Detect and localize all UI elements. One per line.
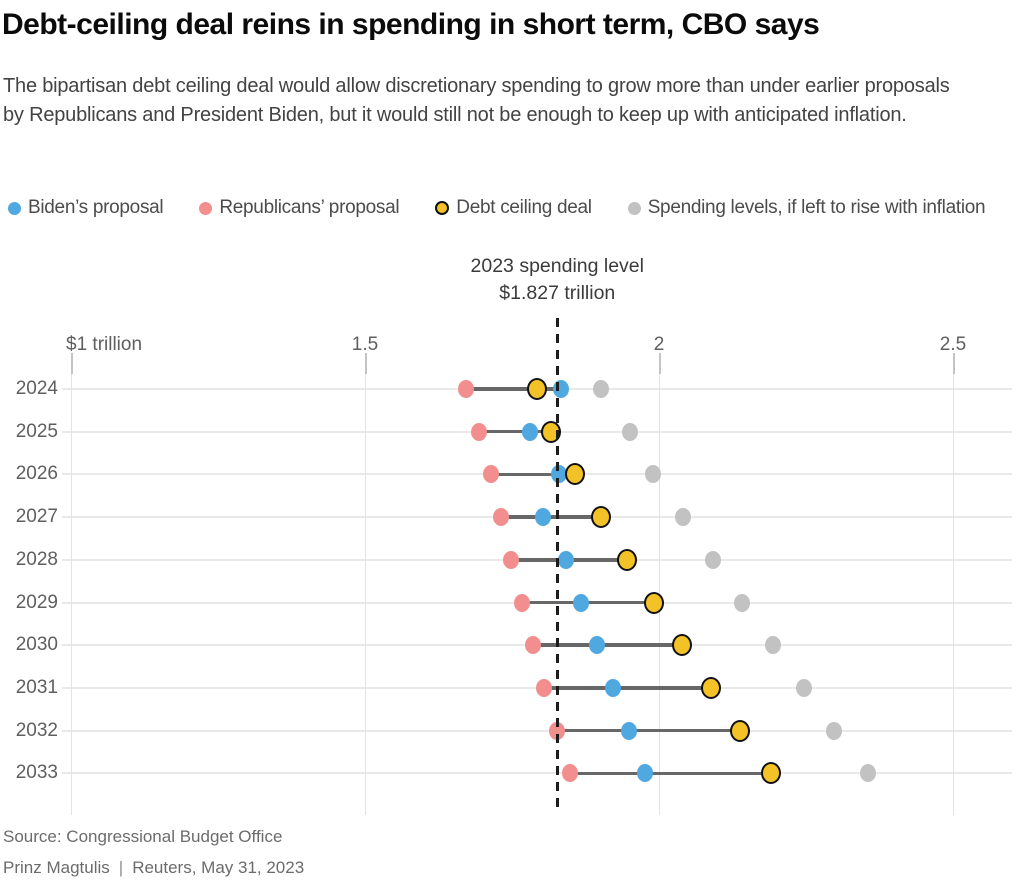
y-axis-label-2027: 2027 <box>15 506 58 528</box>
legend-label-deal: Debt ceiling deal <box>456 197 592 218</box>
dot-inflation-2027 <box>674 508 691 527</box>
legend-label-inflation: Spending levels, if left to rise with in… <box>647 197 986 218</box>
byline-separator: | <box>118 858 124 877</box>
tick-x-1.5 <box>364 353 367 374</box>
chart-subtitle: The bipartisan debt ceiling deal would a… <box>3 75 950 126</box>
y-axis-label-2030: 2030 <box>15 634 58 656</box>
connector-2026 <box>490 472 575 477</box>
byline: Prinz Magtulis | Reuters, May 31, 2023 <box>3 858 304 878</box>
legend-label-biden: Biden’s proposal <box>28 197 164 218</box>
dot-deal-2030 <box>671 634 692 657</box>
y-axis-label-2025: 2025 <box>15 420 58 442</box>
dot-deal-2029 <box>643 591 664 614</box>
dot-inflation-2030 <box>765 636 782 655</box>
dot-deal-2024 <box>526 378 547 400</box>
dot-biden-2025 <box>521 422 538 441</box>
legend-item-deal: Debt ceiling deal <box>435 197 592 219</box>
connector-2030 <box>533 643 682 647</box>
dot-republicans-2024 <box>458 380 475 398</box>
dot-biden-2029 <box>573 593 590 612</box>
reference-line-annotation: 2023 spending level $1.827 trillion <box>387 253 727 307</box>
dot-deal-2033 <box>761 762 782 785</box>
y-axis-label-2024: 2024 <box>15 378 58 399</box>
dot-republicans-2028 <box>502 550 519 569</box>
tick-x-2 <box>658 353 661 374</box>
tick-x-2.5 <box>952 353 955 374</box>
dot-republicans-2027 <box>493 508 510 527</box>
annotation-line-2: $1.827 trillion <box>499 282 616 304</box>
x-axis-label-2.5: 2.5 <box>939 334 967 355</box>
gridline-year-2033 <box>62 772 1012 775</box>
dot-republicans-2031 <box>536 678 553 697</box>
dot-inflation-2026 <box>645 465 662 484</box>
dot-inflation-2024 <box>593 380 610 398</box>
reference-line-2023-spending <box>556 318 559 813</box>
dot-republicans-2030 <box>525 636 542 655</box>
dot-biden-2024 <box>552 380 569 398</box>
gridline-x-2.5 <box>953 353 954 815</box>
source-text: Source: Congressional Budget Office <box>3 827 283 846</box>
dot-inflation-2032 <box>826 721 843 740</box>
dot-inflation-2033 <box>860 764 877 783</box>
y-axis-label-2029: 2029 <box>15 591 58 613</box>
dot-deal-2027 <box>590 506 611 529</box>
gridline-x-1 <box>71 353 72 815</box>
dot-biden-2032 <box>621 721 637 740</box>
dot-biden-2033 <box>637 764 654 783</box>
legend-label-republicans: Republicans’ proposal <box>219 197 400 218</box>
gridline-x-1.5 <box>365 353 366 815</box>
y-axis-label-2032: 2032 <box>15 719 58 741</box>
tick-x-1 <box>70 353 73 374</box>
annotation-line-1: 2023 spending level <box>470 255 644 277</box>
dot-inflation-2028 <box>704 550 721 569</box>
legend-item-biden: Biden’s proposal <box>8 197 164 219</box>
dot-deal-2031 <box>700 676 721 699</box>
dot-biden-2026 <box>551 465 568 484</box>
dot-biden-2030 <box>589 636 606 655</box>
connector-2033 <box>569 771 772 776</box>
deal-dot-icon <box>435 201 450 215</box>
dot-deal-2025 <box>540 420 561 443</box>
chart-title: Debt-ceiling deal reins in spending in s… <box>2 8 820 41</box>
x-axis-label-1: $1 trillion <box>66 334 143 355</box>
dot-republicans-2026 <box>482 465 499 484</box>
connector-2024 <box>466 387 561 391</box>
y-axis-label-2026: 2026 <box>15 463 58 485</box>
legend-item-inflation: Spending levels, if left to rise with in… <box>627 197 986 219</box>
connector-2025 <box>479 429 551 434</box>
dot-biden-2027 <box>535 508 552 527</box>
connector-2032 <box>556 728 740 733</box>
dot-deal-2028 <box>616 548 637 571</box>
legend-item-republicans: Republicans’ proposal <box>199 197 400 219</box>
gridline-year-2032 <box>62 729 1012 732</box>
dot-biden-2031 <box>604 678 621 697</box>
dot-republicans-2029 <box>513 593 530 612</box>
byline-credit: Reuters, May 31, 2023 <box>132 858 305 877</box>
connector-2031 <box>544 686 711 690</box>
dot-inflation-2031 <box>796 678 813 697</box>
dot-republicans-2025 <box>471 422 488 441</box>
x-axis-label-1.5: 1.5 <box>351 334 379 355</box>
gridline-x-2 <box>659 353 660 815</box>
x-axis-label-2: 2 <box>653 334 665 355</box>
dot-biden-2028 <box>557 550 574 569</box>
y-axis-label-2033: 2033 <box>15 762 58 784</box>
inflation-dot-icon <box>627 201 641 215</box>
y-axis-label-2028: 2028 <box>15 548 58 570</box>
y-axis-label-2031: 2031 <box>15 676 58 698</box>
dot-inflation-2029 <box>734 593 751 612</box>
republicans-dot-icon <box>199 201 213 215</box>
legend: Biden’s proposal Republicans’ proposal D… <box>8 197 1018 219</box>
dot-deal-2032 <box>729 719 750 742</box>
dot-inflation-2025 <box>622 422 639 441</box>
dot-deal-2026 <box>564 463 585 486</box>
biden-dot-icon <box>8 201 21 215</box>
dot-republicans-2033 <box>561 764 578 783</box>
byline-author: Prinz Magtulis <box>3 858 110 877</box>
